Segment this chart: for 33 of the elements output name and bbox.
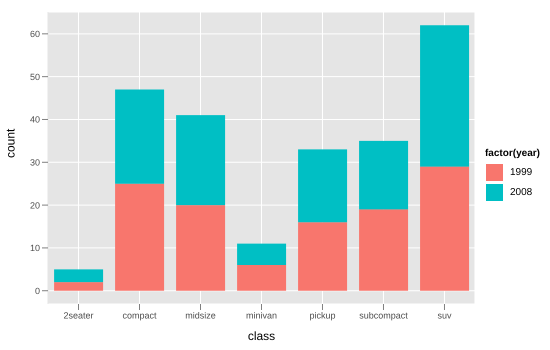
x-tick-label: suv	[437, 310, 452, 320]
y-axis-title: count	[3, 128, 18, 158]
bar	[298, 222, 348, 291]
legend-label: 2008	[510, 186, 532, 198]
bar	[54, 282, 104, 291]
y-tick-label: 30	[30, 157, 40, 168]
bar	[115, 89, 164, 184]
legend-title: factor(year)	[484, 148, 540, 158]
x-tick-label: compact	[122, 310, 157, 320]
bar	[298, 149, 348, 222]
bar	[359, 140, 408, 210]
x-tick-label: midsize	[185, 310, 216, 320]
bar	[115, 184, 164, 291]
y-tick-label: 50	[30, 72, 40, 82]
bar	[176, 205, 226, 291]
bar	[420, 25, 470, 167]
bar	[237, 265, 286, 291]
x-tick-label: subcompact	[359, 310, 408, 320]
y-tick-label: 40	[30, 114, 40, 125]
x-axis-title: class	[248, 329, 276, 343]
y-tick-label: 10	[30, 243, 40, 254]
y-tick-label: 60	[30, 29, 40, 40]
bar	[359, 209, 408, 291]
legend-label: 1999	[510, 166, 532, 178]
bar	[420, 166, 470, 291]
bar	[54, 269, 104, 282]
x-tick-label: pickup	[309, 310, 336, 320]
y-tick-label: 0	[34, 286, 40, 296]
y-tick-label: 20	[30, 200, 40, 210]
bar	[237, 244, 286, 266]
x-tick-label: minivan	[246, 310, 277, 320]
bar	[176, 115, 226, 206]
x-tick-label: 2seater	[63, 310, 94, 320]
